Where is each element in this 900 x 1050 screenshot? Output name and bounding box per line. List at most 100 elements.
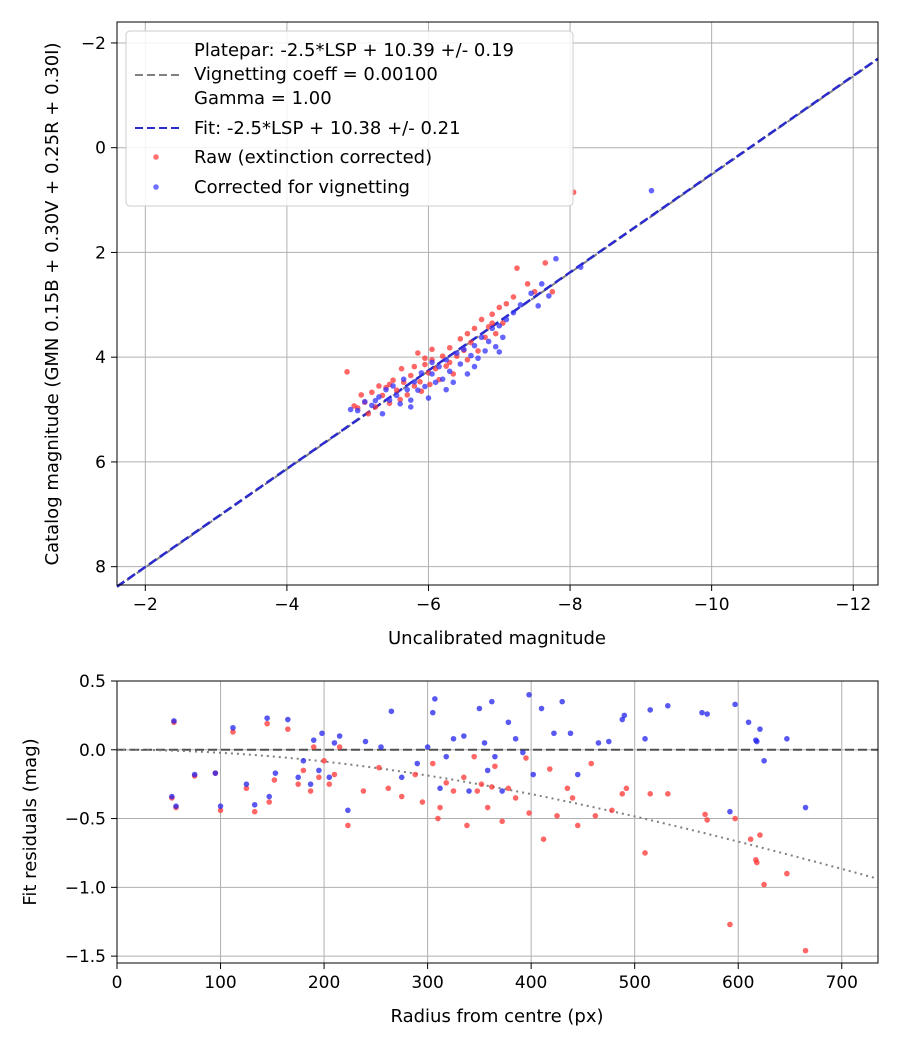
corrected-point <box>784 735 790 742</box>
raw-point <box>422 355 428 362</box>
raw-point <box>510 294 517 300</box>
raw-point <box>344 369 350 375</box>
corrected-point <box>307 781 314 787</box>
raw-point <box>264 720 270 727</box>
bottom-raw-points <box>169 719 809 954</box>
corrected-point <box>503 316 510 323</box>
raw-point <box>549 288 556 295</box>
corrected-point <box>243 781 250 787</box>
raw-point <box>665 791 671 797</box>
raw-point <box>429 346 435 353</box>
corrected-point <box>266 793 273 800</box>
raw-point <box>484 804 491 811</box>
corrected-point <box>450 379 457 386</box>
raw-point <box>300 767 307 774</box>
raw-point <box>478 316 485 323</box>
corrected-point <box>362 738 369 745</box>
raw-point <box>266 799 273 805</box>
corrected-point <box>251 802 258 808</box>
corrected-point <box>336 733 343 739</box>
corrected-point <box>471 342 478 349</box>
corrected-point <box>347 406 354 413</box>
raw-point <box>439 353 446 359</box>
corrected-point <box>295 774 301 781</box>
raw-point <box>702 811 708 818</box>
raw-point <box>732 815 738 822</box>
corrected-point <box>326 774 333 781</box>
raw-point <box>619 791 626 797</box>
raw-point <box>331 771 338 778</box>
corrected-point <box>500 334 506 341</box>
corrected-point <box>461 733 467 739</box>
corrected-point <box>446 368 453 375</box>
raw-point <box>385 785 392 792</box>
corrected-point <box>461 346 467 353</box>
raw-point <box>492 763 498 770</box>
corrected-point <box>169 793 175 800</box>
raw-point <box>427 381 433 388</box>
corrected-point <box>437 785 443 792</box>
raw-point <box>588 760 595 767</box>
raw-point <box>417 378 423 385</box>
corrected-point <box>757 726 763 732</box>
legend-box <box>125 30 574 207</box>
raw-point <box>411 363 418 370</box>
raw-point <box>446 344 453 351</box>
raw-point <box>475 348 481 354</box>
raw-point <box>526 810 532 816</box>
raw-point <box>524 281 531 287</box>
raw-point <box>285 726 291 732</box>
fit-line <box>116 57 879 588</box>
y-tick-label: 4 <box>95 348 106 368</box>
raw-point <box>474 788 481 794</box>
corrected-point <box>476 705 483 712</box>
corrected-point <box>621 712 628 719</box>
legend-corrected-label: Corrected for vignetting <box>194 177 410 198</box>
raw-point <box>784 870 790 877</box>
corrected-point <box>526 691 532 698</box>
corrected-point <box>411 378 418 385</box>
corrected-point <box>471 363 478 370</box>
corrected-point <box>492 753 498 760</box>
corrected-point <box>496 322 503 329</box>
corrected-point <box>535 303 542 309</box>
raw-point <box>251 808 258 815</box>
y-tick-label: 2 <box>95 243 106 263</box>
corrected-point <box>802 804 809 811</box>
raw-point <box>376 383 382 389</box>
y-tick-label: −1.5 <box>65 947 106 967</box>
corrected-point <box>496 349 503 355</box>
corrected-point <box>319 730 325 737</box>
corrected-point <box>453 350 460 356</box>
raw-point <box>360 788 367 794</box>
corrected-point <box>439 376 446 382</box>
x-tick-label: 600 <box>722 973 754 993</box>
raw-point <box>464 330 471 337</box>
raw-point <box>489 784 495 790</box>
x-tick-label: −6 <box>416 595 441 615</box>
corrected-point <box>425 395 432 401</box>
raw-point <box>464 357 471 363</box>
corrected-point <box>481 740 488 746</box>
corrected-point <box>551 730 557 737</box>
x-tick-label: 200 <box>308 973 340 993</box>
raw-point <box>503 300 510 307</box>
corrected-point <box>388 708 395 715</box>
corrected-point <box>699 709 705 716</box>
raw-point <box>642 850 648 856</box>
corrected-point <box>432 379 439 386</box>
corrected-point <box>398 774 405 781</box>
corrected-point <box>331 740 338 746</box>
corrected-point <box>217 803 224 809</box>
corrected-point <box>457 361 464 367</box>
x-tick-label: −2 <box>133 595 158 615</box>
corrected-point <box>754 738 760 745</box>
corrected-point <box>230 724 236 731</box>
corrected-point <box>464 371 471 377</box>
corrected-point <box>475 355 481 362</box>
corrected-point <box>173 803 179 809</box>
corrected-point <box>574 771 581 778</box>
corrected-point <box>429 709 436 716</box>
raw-point <box>592 813 599 819</box>
legend-raw-label: Raw (extinction corrected) <box>194 147 432 168</box>
